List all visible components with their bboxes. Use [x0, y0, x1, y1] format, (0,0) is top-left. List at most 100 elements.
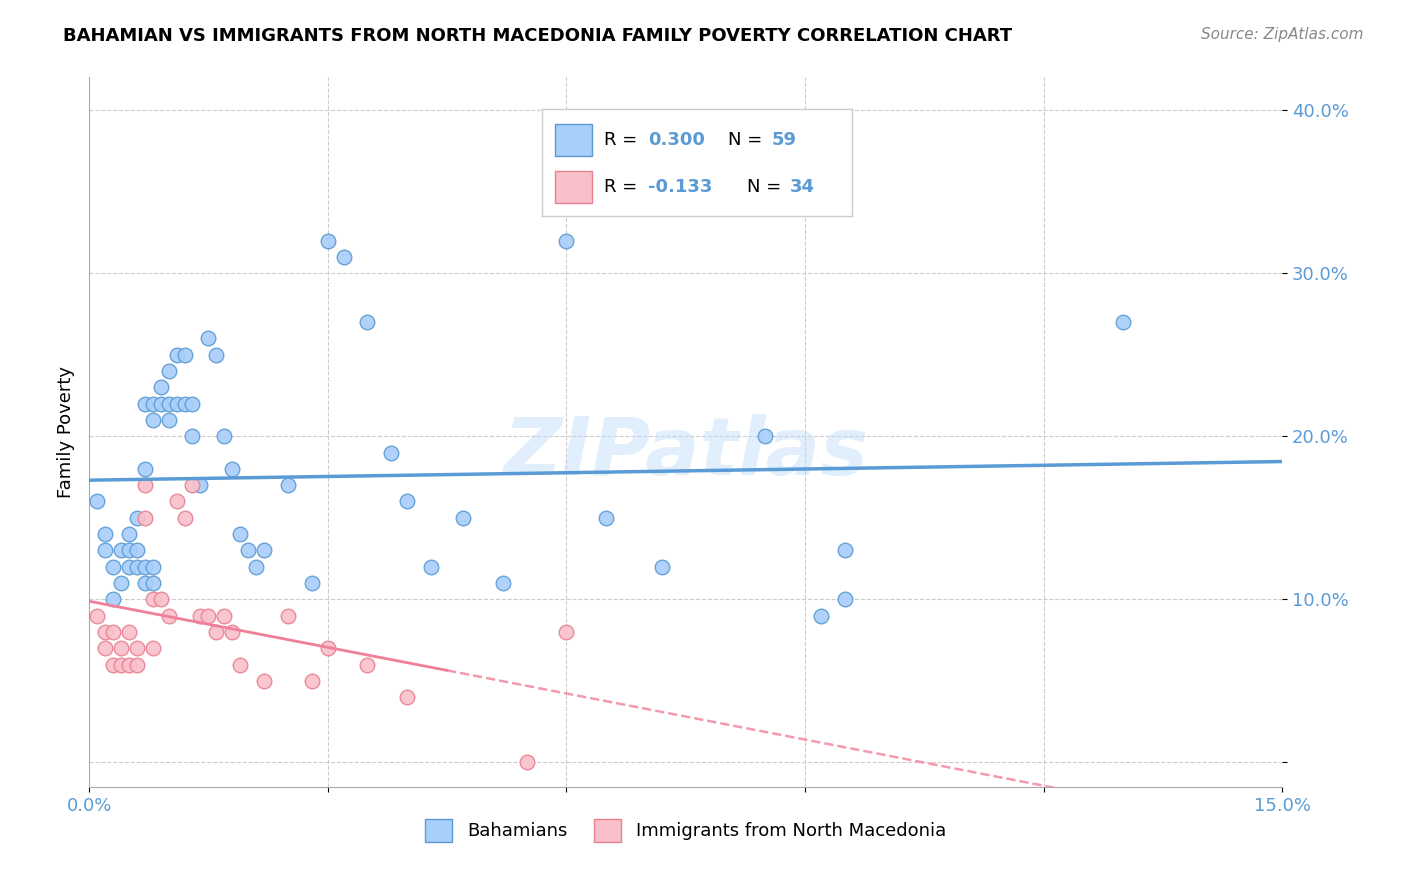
Point [166, 494, 188, 508]
Point [94, 641, 117, 656]
Point [229, 657, 252, 672]
Point [157, 608, 180, 623]
Point [190, 608, 212, 623]
Point [125, 559, 148, 574]
Point [396, 494, 419, 508]
Point [142, 576, 165, 591]
Point [118, 559, 141, 574]
Point [125, 657, 148, 672]
Point [277, 608, 299, 623]
Point [253, 673, 276, 688]
Point [1112, 315, 1135, 329]
Point [492, 576, 515, 591]
Point [316, 641, 339, 656]
Point [157, 364, 180, 378]
Point [205, 624, 228, 639]
Point [555, 624, 578, 639]
Point [253, 543, 276, 558]
Text: 59: 59 [772, 131, 796, 149]
Text: 34: 34 [790, 178, 815, 196]
Text: 0.300: 0.300 [648, 131, 704, 149]
Point [118, 657, 141, 672]
Text: R =: R = [605, 131, 644, 149]
Point [834, 592, 856, 607]
Point [651, 559, 673, 574]
Point [101, 624, 124, 639]
Point [86, 494, 108, 508]
Point [197, 608, 219, 623]
Point [157, 413, 180, 427]
Point [125, 641, 148, 656]
Point [134, 462, 156, 476]
Point [134, 478, 156, 492]
Point [142, 413, 165, 427]
FancyBboxPatch shape [555, 124, 592, 156]
Point [181, 478, 204, 492]
Point [142, 592, 165, 607]
Point [205, 348, 228, 362]
Point [516, 756, 538, 770]
Point [301, 576, 323, 591]
Point [332, 250, 354, 264]
Point [173, 396, 195, 410]
Point [810, 608, 832, 623]
Point [94, 527, 117, 541]
Point [451, 510, 474, 524]
Point [595, 510, 617, 524]
Point [110, 543, 132, 558]
Point [125, 543, 148, 558]
Point [110, 641, 132, 656]
Point [134, 510, 156, 524]
Point [221, 462, 243, 476]
Point [157, 396, 180, 410]
Point [149, 396, 172, 410]
Point [94, 624, 117, 639]
Point [118, 527, 141, 541]
Point [110, 657, 132, 672]
Point [229, 527, 252, 541]
Point [94, 543, 117, 558]
Point [101, 657, 124, 672]
Text: N =: N = [747, 178, 786, 196]
Text: Source: ZipAtlas.com: Source: ZipAtlas.com [1201, 27, 1364, 42]
Text: BAHAMIAN VS IMMIGRANTS FROM NORTH MACEDONIA FAMILY POVERTY CORRELATION CHART: BAHAMIAN VS IMMIGRANTS FROM NORTH MACEDO… [63, 27, 1012, 45]
Point [173, 348, 195, 362]
Point [101, 592, 124, 607]
Point [181, 396, 204, 410]
Point [173, 510, 195, 524]
Point [221, 624, 243, 639]
Point [197, 331, 219, 345]
Point [214, 608, 236, 623]
Point [420, 559, 443, 574]
Point [236, 543, 259, 558]
Point [166, 396, 188, 410]
Text: ZIPatlas: ZIPatlas [503, 415, 868, 492]
Point [149, 380, 172, 394]
Point [134, 559, 156, 574]
Point [380, 445, 402, 459]
Point [396, 690, 419, 705]
Text: R =: R = [605, 178, 644, 196]
Point [118, 624, 141, 639]
Text: -0.133: -0.133 [648, 178, 711, 196]
Point [190, 478, 212, 492]
Point [181, 429, 204, 443]
Point [555, 234, 578, 248]
Point [316, 234, 339, 248]
Point [118, 543, 141, 558]
Legend: Bahamians, Immigrants from North Macedonia: Bahamians, Immigrants from North Macedon… [418, 813, 953, 849]
Point [277, 478, 299, 492]
Point [754, 429, 776, 443]
Point [142, 559, 165, 574]
Point [149, 592, 172, 607]
Point [134, 576, 156, 591]
Point [86, 608, 108, 623]
Point [134, 396, 156, 410]
Point [101, 559, 124, 574]
Point [214, 429, 236, 443]
Point [834, 543, 856, 558]
Point [142, 396, 165, 410]
Point [110, 576, 132, 591]
FancyBboxPatch shape [555, 170, 592, 202]
Point [245, 559, 267, 574]
